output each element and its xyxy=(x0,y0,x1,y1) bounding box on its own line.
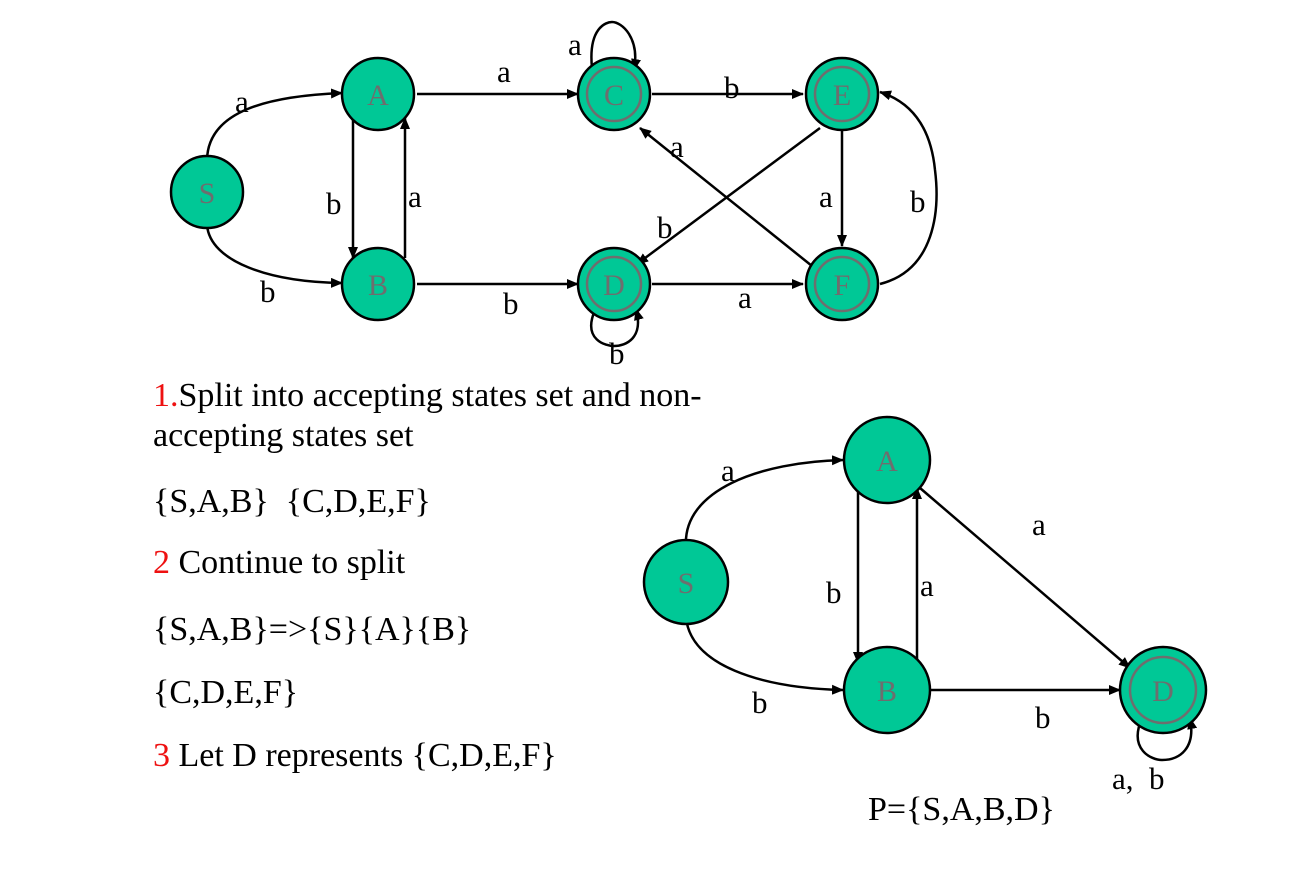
min-state-d: D xyxy=(1118,645,1208,735)
edge-label-s-b: b xyxy=(260,274,276,309)
min-edge-s-b xyxy=(684,616,844,695)
step3-number: 3 xyxy=(153,737,170,774)
min-edge-d-loop xyxy=(1136,717,1198,762)
edge-f-c xyxy=(639,127,813,267)
min-edge-label-b-a: a xyxy=(920,568,934,603)
edge-s-b xyxy=(205,224,343,288)
min-state-label-d: D xyxy=(1152,675,1174,708)
min-edge-s-a xyxy=(684,455,844,548)
edge-label-c-loop: a xyxy=(568,27,582,62)
min-state-b: B xyxy=(842,645,932,735)
step1-text-continued: accepting states set xyxy=(153,417,414,454)
state-f: F xyxy=(804,246,880,322)
step3-text: Let D represents {C,D,E,F} xyxy=(170,737,557,774)
step2-heading: 2 Continue to split xyxy=(153,543,405,583)
state-label-d: D xyxy=(603,269,625,302)
minimized-dfa: a b b a a b a, b S A B D xyxy=(642,415,1208,796)
edge-label-c-e: b xyxy=(724,70,740,105)
edge-label-d-loop: b xyxy=(609,336,625,371)
state-d: D xyxy=(576,246,652,322)
min-state-s: S xyxy=(642,538,730,626)
min-edge-label-a-d: a xyxy=(1032,507,1046,542)
edge-f-e xyxy=(879,90,938,286)
min-accept-ring-d xyxy=(1128,655,1198,725)
step3-line: 3 Let D represents {C,D,E,F} xyxy=(153,736,557,776)
edge-d-loop xyxy=(589,308,644,348)
edge-c-loop xyxy=(590,20,641,71)
state-label-c: C xyxy=(604,79,624,112)
state-label-b: B xyxy=(368,269,388,302)
accept-ring-e xyxy=(813,65,871,123)
min-state-a: A xyxy=(842,415,932,505)
edge-label-d-f: a xyxy=(738,280,752,315)
edge-label-f-c: a xyxy=(670,129,684,164)
edge-label-a-b: b xyxy=(326,186,342,221)
step2-text: Continue to split xyxy=(170,544,406,581)
step2-split-line1: {S,A,B}=>{S}{A}{B} xyxy=(153,611,472,648)
edge-label-s-a: a xyxy=(235,84,249,119)
edge-label-b-a: a xyxy=(408,179,422,214)
state-a: A xyxy=(340,56,416,132)
step1-line1: 1.Split into accepting states set and no… xyxy=(153,376,702,416)
edge-label-e-f: a xyxy=(819,179,833,214)
state-label-a: A xyxy=(367,79,389,112)
step2-number: 2 xyxy=(153,544,170,581)
step1-sets: {S,A,B} {C,D,E,F} xyxy=(153,483,431,520)
edge-label-f-e: b xyxy=(910,184,926,219)
min-edge-label-s-a: a xyxy=(721,453,735,488)
accept-ring-d xyxy=(585,255,643,313)
state-b: B xyxy=(340,246,416,322)
state-s: S xyxy=(169,154,245,230)
state-label-f: F xyxy=(834,269,851,302)
min-state-label-s: S xyxy=(678,567,695,600)
min-edge-label-s-b: b xyxy=(752,685,768,720)
min-state-label-b: B xyxy=(877,675,897,708)
step2-split-line2: {C,D,E,F} xyxy=(153,674,299,711)
original-dfa: a b b a a b a b b a a b a b S A B C xyxy=(169,20,938,371)
state-e: E xyxy=(804,56,880,132)
min-edge-label-d-loop: a, b xyxy=(1112,761,1165,796)
edge-s-a xyxy=(205,88,343,161)
min-edge-a-d xyxy=(919,487,1131,669)
min-state-label-a: A xyxy=(876,445,898,478)
p-set-result: P={S,A,B,D} xyxy=(868,791,1055,828)
state-c: C xyxy=(576,56,652,132)
state-label-e: E xyxy=(833,79,851,112)
edge-label-e-d: b xyxy=(657,210,673,245)
accept-ring-c xyxy=(585,65,643,123)
accept-ring-f xyxy=(813,255,871,313)
step1-text: Split into accepting states set and non- xyxy=(178,377,702,414)
edge-label-b-d: b xyxy=(503,286,519,321)
edge-label-a-c: a xyxy=(497,54,511,89)
state-label-s: S xyxy=(199,177,216,210)
step1-line2: accepting states set xyxy=(153,416,414,456)
step1-number: 1. xyxy=(153,377,179,414)
min-edge-label-b-d: b xyxy=(1035,700,1051,735)
min-edge-label-a-b: b xyxy=(826,575,842,610)
edge-e-d xyxy=(636,126,821,266)
